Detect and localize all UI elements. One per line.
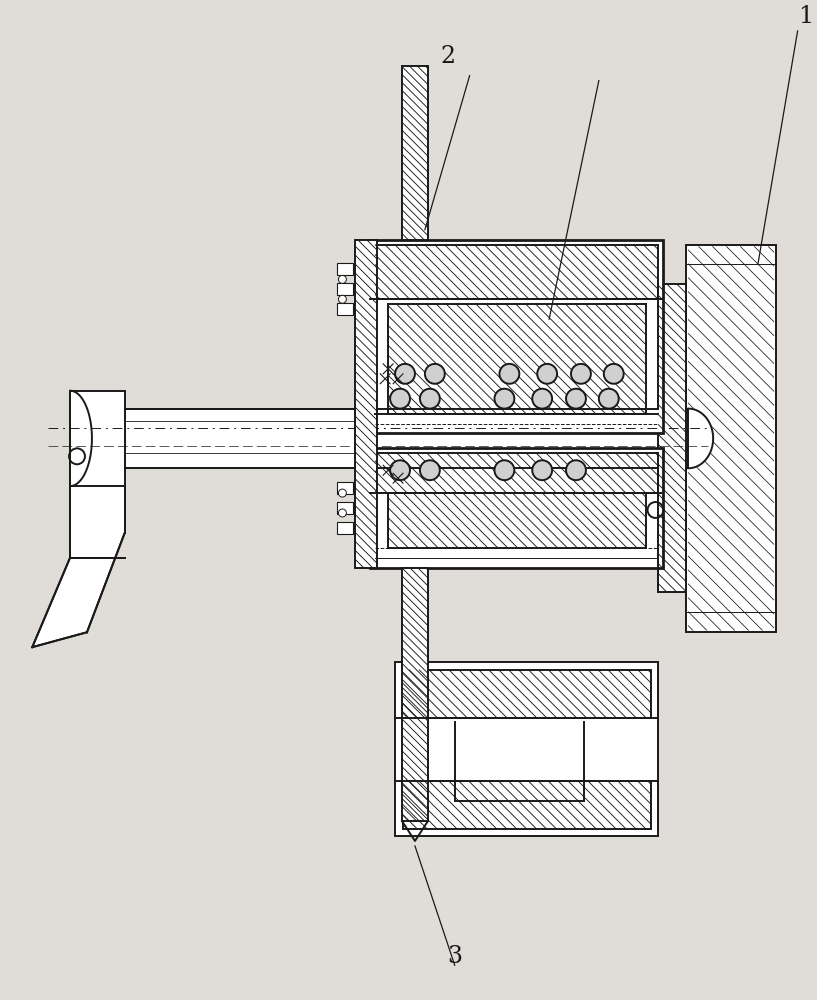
Circle shape <box>420 460 440 480</box>
Bar <box>402 66 428 240</box>
Circle shape <box>566 460 586 480</box>
Bar <box>403 670 650 718</box>
Bar <box>337 502 353 514</box>
Bar <box>70 391 125 486</box>
Bar <box>388 493 645 548</box>
Bar <box>337 522 353 534</box>
Circle shape <box>532 460 552 480</box>
Text: 2: 2 <box>440 45 455 68</box>
Bar <box>395 662 659 836</box>
Circle shape <box>420 389 440 409</box>
Bar <box>355 240 377 568</box>
Bar <box>659 284 686 592</box>
Circle shape <box>338 509 346 517</box>
Text: 1: 1 <box>797 5 813 28</box>
Circle shape <box>390 460 410 480</box>
Bar <box>125 409 688 468</box>
Text: 3: 3 <box>447 945 462 968</box>
Bar <box>686 245 776 632</box>
Bar <box>403 781 650 829</box>
Circle shape <box>494 389 515 409</box>
Circle shape <box>395 364 415 384</box>
Circle shape <box>532 389 552 409</box>
Circle shape <box>338 275 346 283</box>
Circle shape <box>494 460 515 480</box>
Polygon shape <box>33 486 125 647</box>
Bar <box>337 482 353 494</box>
Bar <box>70 391 125 486</box>
Circle shape <box>338 489 346 497</box>
Bar <box>388 304 645 414</box>
Circle shape <box>566 389 586 409</box>
Circle shape <box>499 364 520 384</box>
Circle shape <box>538 364 557 384</box>
Bar <box>337 303 353 315</box>
Bar <box>375 453 659 493</box>
Circle shape <box>425 364 444 384</box>
Circle shape <box>604 364 623 384</box>
Circle shape <box>338 295 346 303</box>
Circle shape <box>390 389 410 409</box>
Bar <box>402 568 428 821</box>
Polygon shape <box>688 409 713 468</box>
Bar <box>370 448 663 568</box>
Circle shape <box>571 364 591 384</box>
Circle shape <box>599 389 618 409</box>
Bar <box>337 283 353 295</box>
Bar <box>375 245 659 299</box>
Polygon shape <box>70 391 92 486</box>
Bar <box>370 240 663 433</box>
Bar <box>337 263 353 275</box>
